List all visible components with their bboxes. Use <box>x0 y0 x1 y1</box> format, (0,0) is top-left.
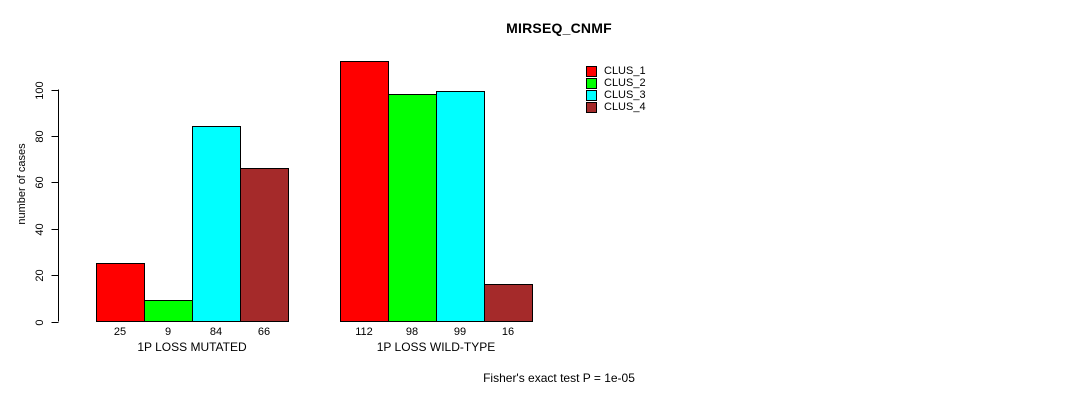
legend-item: CLUS_4 <box>586 101 646 113</box>
bar-value-label: 98 <box>406 326 418 338</box>
legend-swatch-clus-2 <box>586 77 597 89</box>
bar-clus_1-group-1 <box>96 263 145 322</box>
bar-value-label: 99 <box>454 326 466 338</box>
bar-value-label: 112 <box>355 326 373 338</box>
legend-label: CLUS_4 <box>604 101 646 113</box>
legend-swatch-clus-1 <box>586 65 597 77</box>
category-label: 1P LOSS MUTATED <box>137 340 247 354</box>
y-axis-tick-label: 60 <box>34 176 46 188</box>
legend-swatch-clus-4 <box>586 101 597 113</box>
y-axis-tick-label: 40 <box>34 223 46 235</box>
bar-value-label: 25 <box>114 326 126 338</box>
bar-clus_3-group-1 <box>192 126 241 322</box>
legend-label: CLUS_1 <box>604 65 646 77</box>
legend-label: CLUS_2 <box>604 77 646 89</box>
legend-item: CLUS_2 <box>586 77 646 89</box>
bar-value-label: 84 <box>210 326 222 338</box>
bar-clus_4-group-2 <box>484 284 533 322</box>
bar-value-label: 66 <box>258 326 270 338</box>
y-axis-tick-label: 100 <box>34 81 46 99</box>
bar-value-label: 16 <box>502 326 514 338</box>
bar-clus_1-group-2 <box>340 61 389 322</box>
bar-clus_2-group-1 <box>144 300 193 322</box>
bar-clus_4-group-1 <box>240 168 289 322</box>
y-axis-tick-label: 80 <box>34 130 46 142</box>
stat-test-note: Fisher's exact test P = 1e-05 <box>483 371 635 385</box>
y-axis-tick-label: 0 <box>34 319 46 325</box>
y-axis-tick-label: 20 <box>34 269 46 281</box>
legend-label: CLUS_3 <box>604 89 646 101</box>
chart-title: MIRSEQ_CNMF <box>506 20 612 36</box>
category-label: 1P LOSS WILD-TYPE <box>377 340 495 354</box>
bar-value-label: 9 <box>165 326 171 338</box>
bar-clus_3-group-2 <box>436 91 485 322</box>
legend-swatch-clus-3 <box>586 89 597 101</box>
legend: CLUS_1 CLUS_2 CLUS_3 CLUS_4 <box>586 65 646 113</box>
legend-item: CLUS_1 <box>586 65 646 77</box>
bar-clus_2-group-2 <box>388 94 437 322</box>
legend-item: CLUS_3 <box>586 89 646 101</box>
